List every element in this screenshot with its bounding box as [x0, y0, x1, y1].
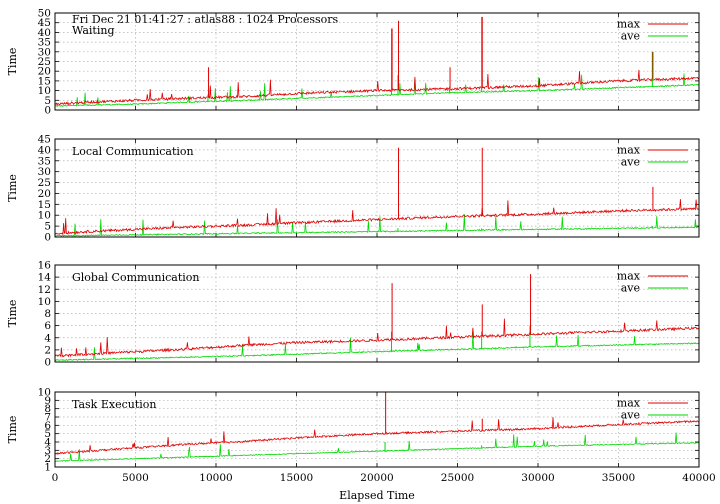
y-axis-label: Time	[6, 48, 19, 76]
y-tick-label: 10	[38, 296, 51, 308]
y-tick-label: 45	[38, 17, 51, 29]
y-tick-label: 50	[38, 8, 51, 20]
y-tick-label: 0	[44, 232, 51, 244]
y-tick-label: 4	[44, 437, 51, 449]
y-tick-label: 6	[44, 320, 51, 332]
legend-label-ave: ave	[621, 156, 640, 169]
y-tick-label: 45	[38, 134, 51, 146]
y-tick-label: 10	[38, 210, 51, 222]
y-tick-label: 14	[38, 272, 52, 284]
plot-frame	[54, 12, 700, 111]
x-tick-label: 5000	[122, 472, 149, 484]
y-tick-label: 16	[38, 260, 52, 272]
panel-title: Waiting	[72, 24, 115, 37]
x-tick-label: 10000	[199, 472, 232, 484]
y-tick-label: 15	[38, 199, 51, 211]
y-tick-label: 40	[38, 27, 51, 39]
y-tick-label: 7	[44, 412, 51, 424]
legend-label-max: max	[617, 18, 641, 31]
x-tick-label: 25000	[441, 472, 474, 484]
y-tick-label: 10	[38, 85, 51, 97]
x-axis-label: Elapsed Time	[339, 489, 415, 502]
x-tick-label: 35000	[602, 472, 635, 484]
x-tick-label: 20000	[360, 472, 393, 484]
y-tick-label: 20	[38, 66, 51, 78]
panel-title: Global Communication	[72, 271, 200, 284]
legend-label-max: max	[617, 270, 641, 283]
y-tick-label: 35	[38, 37, 51, 49]
y-tick-label: 5	[44, 95, 51, 107]
series-line-max	[54, 417, 700, 456]
legend-label-ave: ave	[621, 409, 640, 422]
series-line-ave	[55, 73, 700, 108]
series-line-max	[55, 69, 700, 106]
y-tick-label: 15	[38, 75, 51, 87]
y-tick-label: 35	[38, 155, 51, 167]
y-tick-label: 40	[38, 144, 51, 156]
plot-frame	[54, 264, 700, 363]
x-tick-label: 0	[52, 472, 59, 484]
y-tick-label: 5	[44, 428, 51, 440]
panel-title: Local Communication	[72, 145, 194, 158]
y-tick-label: 30	[38, 46, 51, 58]
y-tick-label: 8	[44, 403, 51, 415]
y-axis-label: Time	[6, 174, 19, 202]
series-line-max	[54, 318, 700, 358]
y-tick-label: 10	[38, 387, 51, 399]
y-tick-label: 1	[44, 462, 51, 474]
y-tick-label: 4	[44, 332, 51, 344]
y-tick-label: 25	[38, 177, 51, 189]
x-tick-label: 40000	[682, 472, 715, 484]
y-tick-label: 25	[38, 56, 51, 68]
series-line-ave	[54, 432, 700, 462]
x-tick-label: 15000	[280, 472, 313, 484]
y-tick-label: 2	[44, 453, 51, 465]
legend-label-max: max	[617, 144, 641, 157]
legend-label-max: max	[617, 397, 641, 410]
y-axis-label: Time	[6, 416, 19, 444]
plot-frame	[54, 391, 700, 468]
y-tick-label: 0	[44, 357, 51, 369]
y-tick-label: 2	[44, 344, 51, 356]
series-line-ave	[54, 214, 700, 238]
legend-label-ave: ave	[621, 282, 640, 295]
y-tick-label: 9	[44, 395, 51, 407]
x-tick-label: 30000	[521, 472, 554, 484]
y-tick-label: 6	[44, 420, 51, 432]
y-tick-label: 8	[44, 308, 51, 320]
panel-title: Task Execution	[72, 398, 156, 411]
y-tick-label: 0	[44, 105, 51, 117]
series-line-max	[54, 199, 700, 236]
plot-frame	[54, 138, 700, 238]
y-tick-label: 30	[38, 166, 51, 178]
y-tick-label: 20	[38, 188, 51, 200]
y-tick-label: 3	[44, 445, 51, 457]
y-axis-label: Time	[6, 300, 19, 328]
y-tick-label: 12	[38, 284, 51, 296]
series-line-ave	[54, 332, 700, 362]
y-tick-label: 5	[44, 221, 51, 233]
legend-label-ave: ave	[621, 30, 640, 43]
